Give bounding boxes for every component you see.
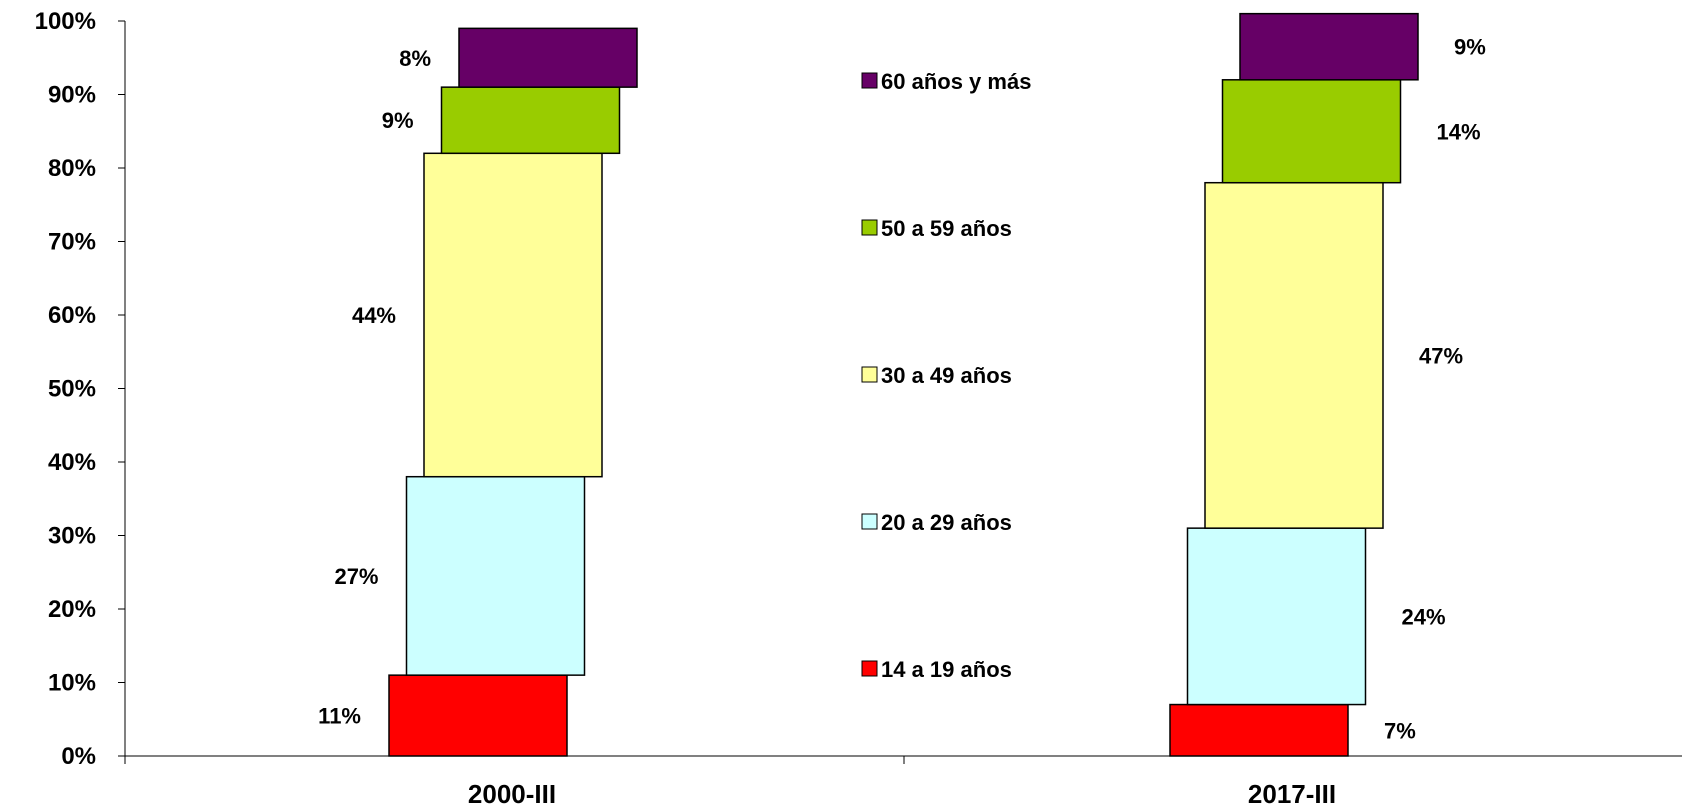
data-label: 9% [382,108,414,133]
bar-segment [1221,79,1402,184]
axes: 0% 10% 20% 30% 40% 50% 60% 70% 80% 90% 100% 2000-II… [35,8,1682,809]
legend-swatch [861,219,878,236]
bar-segment [1169,703,1349,757]
bar-segment [405,475,586,676]
data-labels: 11% 27% 44% 9% 8% 7% 24% 47% 14% 9% [318,35,1486,744]
y-tick-label: 50% [48,376,96,403]
legend-swatch [861,72,878,89]
bar-segment [440,86,621,155]
data-label: 11% [318,704,361,729]
data-label: 24% [1402,604,1446,629]
bar-segment [423,152,603,478]
y-tick-label: 90% [48,82,96,109]
data-label: 44% [352,303,396,328]
y-tick-label: 40% [48,449,96,476]
bar-segment [388,674,568,757]
legend: 60 años y más 50 a 59 años 30 a 49 años 20 … [861,69,1031,682]
y-tick-label: 80% [48,155,96,182]
legend-label: 30 a 49 años [881,363,1012,388]
bar-segment [1239,12,1419,81]
legend-swatch [861,366,878,383]
legend-label: 20 a 29 años [881,510,1012,535]
data-label: 8% [399,46,431,71]
data-label: 27% [334,564,378,589]
legend-swatch [861,513,878,530]
legend-swatch [861,660,878,677]
x-category-label: 2017-III [1248,779,1336,809]
data-label: 14% [1437,119,1481,144]
y-tick-label: 0% [61,743,96,770]
legend-label: 60 años y más [881,69,1031,94]
y-tick-label: 30% [48,523,96,550]
y-tick-label: 60% [48,302,96,329]
y-tick-label: 70% [48,229,96,256]
legend-label: 14 a 19 años [881,657,1012,682]
legend-label: 50 a 59 años [881,216,1012,241]
x-category-label: 2000-III [468,779,556,809]
bar-segment [1186,527,1367,706]
y-tick-label: 20% [48,596,96,623]
data-label: 9% [1454,35,1486,60]
bars [388,12,1419,757]
y-tick-label: 100% [35,8,96,35]
y-tick-label: 10% [48,670,96,697]
data-label: 7% [1384,718,1416,743]
data-label: 47% [1419,343,1463,368]
bar-segment [1204,181,1384,529]
bar-segment [458,27,638,88]
